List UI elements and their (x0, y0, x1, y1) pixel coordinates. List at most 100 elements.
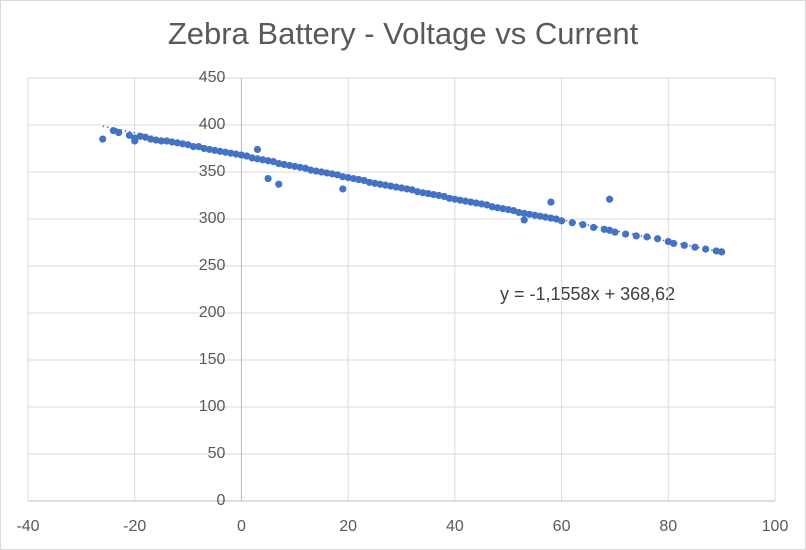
y-tick-label: 100 (199, 398, 226, 415)
data-point (547, 214, 555, 222)
data-point (680, 241, 688, 249)
data-point (579, 221, 587, 229)
data-point (451, 195, 459, 203)
data-point (125, 131, 133, 139)
data-point (445, 194, 454, 202)
data-point (600, 225, 608, 233)
data-point (568, 219, 576, 227)
data-point (397, 184, 406, 192)
data-point (205, 145, 214, 154)
chart-title: Zebra Battery - Voltage vs Current (168, 16, 639, 51)
data-point (531, 211, 539, 219)
data-point (504, 206, 512, 214)
x-tick-label: 40 (446, 518, 464, 535)
data-point (99, 135, 107, 143)
y-tick-label: 250 (199, 257, 226, 274)
data-point (387, 182, 395, 190)
data-point (403, 185, 411, 193)
data-point (488, 203, 496, 211)
y-tick-label: 400 (199, 116, 226, 133)
data-point (718, 248, 726, 256)
data-point (589, 223, 598, 232)
data-point (520, 209, 528, 217)
data-point (371, 179, 379, 187)
y-tick-label: 450 (199, 69, 226, 86)
data-point (691, 243, 699, 251)
data-point (157, 137, 165, 145)
trendline-equation: y = -1,1558x + 368,62 (500, 284, 675, 304)
data-point (515, 208, 523, 217)
data-point (557, 217, 566, 225)
data-point (381, 181, 390, 189)
data-point (547, 198, 555, 206)
y-tick-label: 0 (217, 492, 226, 509)
data-point (136, 132, 144, 140)
data-point (227, 149, 235, 157)
data-point (280, 160, 288, 169)
x-tick-label: -40 (16, 518, 39, 535)
data-point (622, 230, 630, 238)
data-point (173, 139, 181, 147)
data-point (275, 159, 283, 168)
x-tick-label: 20 (339, 518, 357, 535)
y-tick-label: 350 (199, 163, 226, 180)
data-point (344, 174, 352, 182)
data-point (147, 135, 155, 143)
x-tick-label: 100 (762, 518, 789, 535)
data-point (702, 245, 710, 253)
data-point (200, 144, 208, 153)
data-point (323, 169, 331, 177)
data-point (253, 145, 262, 154)
data-point (424, 190, 432, 198)
data-point (253, 155, 262, 163)
data-point (525, 210, 534, 218)
data-point (349, 174, 358, 183)
data-point (115, 128, 123, 137)
x-tick-label: 60 (553, 518, 571, 535)
data-point (392, 183, 400, 191)
data-point (712, 247, 720, 255)
data-point (285, 161, 294, 170)
data-point (339, 173, 347, 181)
x-tick-label: 80 (659, 518, 677, 535)
data-point (643, 233, 651, 241)
y-tick-label: 150 (199, 351, 226, 368)
data-point (536, 212, 544, 220)
y-tick-label: 200 (199, 304, 226, 321)
data-point (339, 185, 347, 193)
x-tick-label: 0 (237, 518, 246, 535)
data-point (499, 205, 507, 213)
data-point (168, 138, 176, 146)
data-point (413, 188, 422, 196)
data-point (179, 140, 187, 148)
data-point (237, 151, 246, 159)
data-point (520, 216, 528, 224)
x-tick-label: -20 (123, 518, 146, 535)
data-point (632, 232, 640, 240)
data-point (152, 136, 160, 144)
data-point (264, 157, 272, 165)
y-tick-label: 50 (208, 445, 226, 462)
data-point (541, 213, 550, 221)
data-point (493, 204, 502, 212)
data-point (456, 196, 464, 204)
data-point (419, 189, 427, 197)
data-point (467, 198, 475, 206)
data-point (221, 148, 230, 156)
data-point (435, 191, 443, 200)
data-point (429, 190, 438, 199)
data-point (296, 163, 304, 171)
data-point (131, 137, 139, 145)
data-point (605, 195, 614, 203)
data-point (275, 180, 283, 188)
data-point (307, 166, 315, 174)
data-point (163, 137, 171, 145)
y-tick-label: 300 (199, 210, 226, 227)
data-point (670, 239, 678, 248)
data-point (477, 200, 486, 208)
data-point (461, 197, 470, 205)
data-point (259, 156, 267, 164)
data-point (264, 174, 272, 183)
data-point (654, 235, 662, 243)
